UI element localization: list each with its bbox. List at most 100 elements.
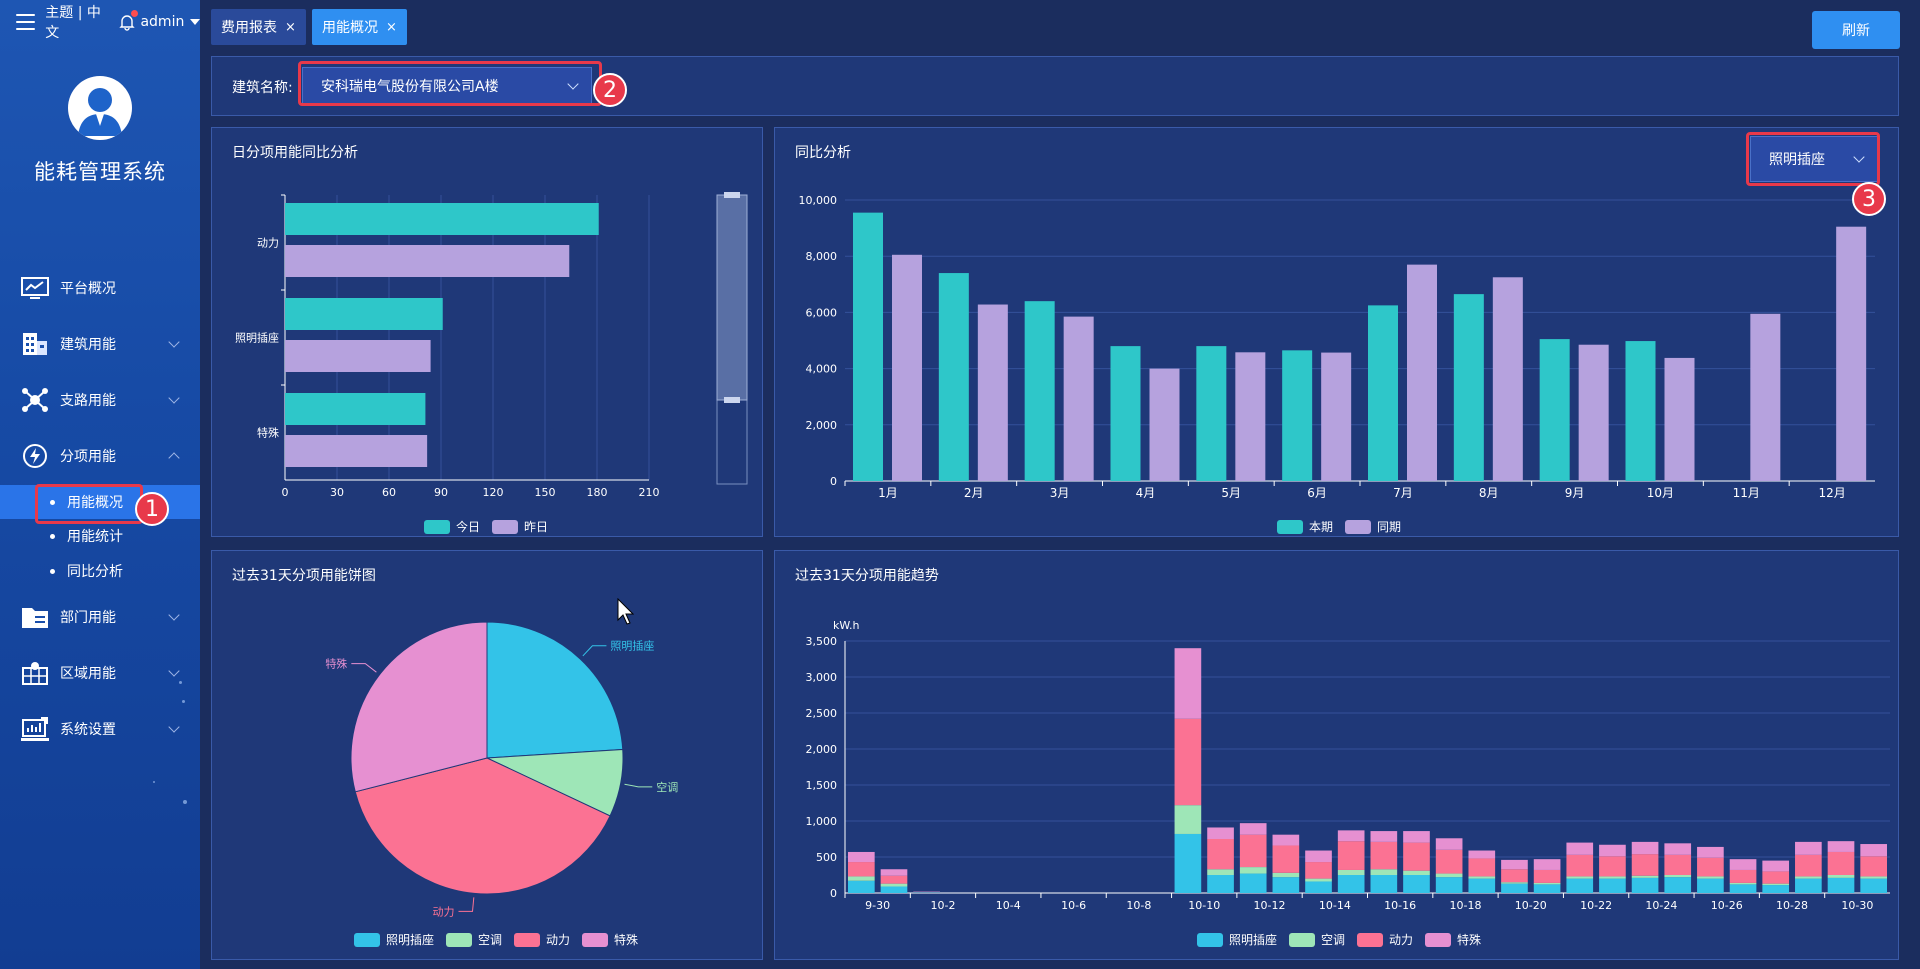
legend-swatch bbox=[1357, 932, 1384, 947]
tab-usage-overview[interactable]: 用能概况 × bbox=[312, 9, 407, 45]
menu-platform-overview[interactable]: 平台概况 bbox=[0, 268, 200, 308]
x-tick-label: 10-24 bbox=[1645, 899, 1677, 912]
bar-空调 bbox=[1239, 867, 1267, 874]
panel-title: 过去31天分项用能趋势 bbox=[795, 568, 939, 584]
system-title: 能耗管理系统 bbox=[34, 160, 166, 184]
bar-动力 bbox=[1174, 718, 1202, 806]
legend-swatch bbox=[1197, 932, 1223, 947]
highlight-box-2 bbox=[298, 61, 602, 106]
pie-label-line bbox=[582, 645, 607, 657]
bar-照明插座 bbox=[1533, 884, 1561, 893]
chevron-down-icon[interactable] bbox=[190, 18, 200, 26]
bar-本期 bbox=[1539, 339, 1570, 481]
bar-空调 bbox=[880, 883, 908, 887]
bar-特殊 bbox=[1762, 860, 1790, 872]
x-tick-label: 120 bbox=[483, 486, 504, 499]
bar-特殊 bbox=[1305, 850, 1332, 863]
x-tick-label: 10-26 bbox=[1711, 899, 1743, 912]
x-tick-label: 6月 bbox=[1307, 486, 1327, 500]
bar-动力 bbox=[1207, 839, 1234, 870]
bar-特殊 bbox=[1435, 838, 1463, 850]
step-badge-1: 1 bbox=[135, 492, 169, 526]
bar-本期 bbox=[1110, 346, 1141, 481]
bar-动力 bbox=[1272, 845, 1300, 873]
bar-动力 bbox=[1762, 871, 1790, 884]
daily-legend: 今日 昨日 bbox=[412, 518, 548, 535]
bar-特殊 bbox=[1729, 859, 1757, 870]
menu-department-energy[interactable]: 部门用能 bbox=[0, 597, 200, 637]
x-tick-label: 9-30 bbox=[865, 899, 890, 912]
bar-空调 bbox=[1827, 875, 1855, 878]
bar-动力 bbox=[1729, 869, 1757, 883]
bar-照明插座 bbox=[913, 892, 940, 893]
pie-label: 动力 bbox=[433, 905, 455, 918]
bar-空调 bbox=[1501, 882, 1528, 884]
x-tick-label: 10月 bbox=[1647, 486, 1674, 500]
daily-itemized-panel: 日分项用能同比分析 0 30 60 90 120 150 180 210 动力 照明插座 特殊 今日… bbox=[211, 127, 763, 537]
yoy-bar-chart: 0 2,000 4,000 6,000 8,000 10,000 1月 2月 3月 4月 5月 6月 7… bbox=[799, 194, 1875, 500]
bar-照明插座 bbox=[1664, 877, 1692, 893]
bar-特殊 bbox=[1860, 844, 1887, 857]
submenu-yoy-analysis[interactable]: 同比分析 bbox=[0, 554, 200, 588]
legend-swatch bbox=[424, 519, 450, 534]
panel-title: 日分项用能同比分析 bbox=[232, 145, 358, 161]
submenu-usage-statistics[interactable]: 用能统计 bbox=[0, 519, 200, 553]
y-tick-label: 0 bbox=[830, 475, 837, 488]
refresh-button[interactable]: 刷新 bbox=[1812, 11, 1900, 49]
menu-branch-energy[interactable]: 支路用能 bbox=[0, 380, 200, 420]
bar-本期 bbox=[1368, 305, 1398, 481]
tab-cost-report[interactable]: 费用报表 × bbox=[211, 9, 306, 45]
bar-同期 bbox=[1149, 368, 1180, 481]
menu-system-settings[interactable]: 系统设置 bbox=[0, 709, 200, 749]
close-icon[interactable]: × bbox=[386, 19, 397, 35]
bar-本期 bbox=[853, 212, 883, 481]
x-tick-label: 60 bbox=[382, 486, 396, 499]
category-label: 特殊 bbox=[257, 426, 279, 440]
bar-本期 bbox=[1282, 350, 1313, 481]
bar-照明插座 bbox=[1860, 878, 1887, 893]
bar-特殊 bbox=[1207, 827, 1234, 839]
pie-label: 照明插座 bbox=[610, 639, 654, 653]
bar-空调 bbox=[1664, 875, 1692, 878]
x-tick-label: 150 bbox=[535, 486, 556, 499]
bar-特殊 bbox=[1174, 648, 1202, 719]
map-icon bbox=[20, 660, 50, 686]
y-axis-unit: kW.h bbox=[833, 619, 859, 632]
x-tick-label: 10-8 bbox=[1126, 899, 1151, 912]
menu-area-energy[interactable]: 区域用能 bbox=[0, 653, 200, 693]
bar-同期 bbox=[1664, 357, 1695, 481]
bar-动力 bbox=[1337, 841, 1365, 870]
bar-昨日 bbox=[285, 340, 431, 372]
pie-label: 空调 bbox=[656, 780, 678, 794]
building-select[interactable]: 安科瑞电气股份有限公司A楼 bbox=[302, 67, 592, 105]
category-select[interactable]: 照明插座 bbox=[1750, 136, 1878, 182]
bar-照明插座 bbox=[1239, 873, 1267, 893]
bar-特殊 bbox=[1501, 859, 1528, 870]
pie-label-line bbox=[624, 783, 653, 788]
menu-itemized-energy[interactable]: 分项用能 bbox=[0, 436, 200, 476]
bar-空调 bbox=[1599, 876, 1626, 879]
bar-照明插座 bbox=[1631, 877, 1659, 893]
bell-icon[interactable] bbox=[118, 10, 139, 31]
bar-照明插座 bbox=[1174, 833, 1202, 893]
bar-同期 bbox=[1750, 313, 1781, 481]
sidebar: 主题 | 中文 admin 能耗管理系统 平台概况 建筑用能 支路用能 分项用能 bbox=[0, 0, 200, 969]
close-icon[interactable]: × bbox=[285, 19, 296, 35]
username[interactable]: admin bbox=[140, 14, 185, 30]
y-tick-label: 4,000 bbox=[806, 363, 838, 376]
y-tick-label: 0 bbox=[830, 887, 837, 900]
bar-动力 bbox=[1533, 869, 1561, 883]
settings-chart-icon bbox=[20, 716, 50, 742]
network-icon bbox=[20, 387, 50, 413]
y-tick-label: 2,000 bbox=[806, 419, 838, 432]
menu-building-energy[interactable]: 建筑用能 bbox=[0, 324, 200, 364]
hamburger-menu-icon[interactable] bbox=[16, 14, 36, 30]
yoy-legend: 本期 同期 bbox=[1265, 518, 1401, 535]
x-tick-label: 90 bbox=[434, 486, 448, 499]
bar-空调 bbox=[1272, 872, 1300, 878]
bar-空调 bbox=[1631, 875, 1659, 878]
theme-language-switch[interactable]: 主题 | 中文 bbox=[45, 5, 101, 41]
x-tick-label: 3月 bbox=[1050, 486, 1070, 500]
bar-空调 bbox=[1435, 873, 1463, 878]
bar-本期 bbox=[938, 273, 969, 481]
